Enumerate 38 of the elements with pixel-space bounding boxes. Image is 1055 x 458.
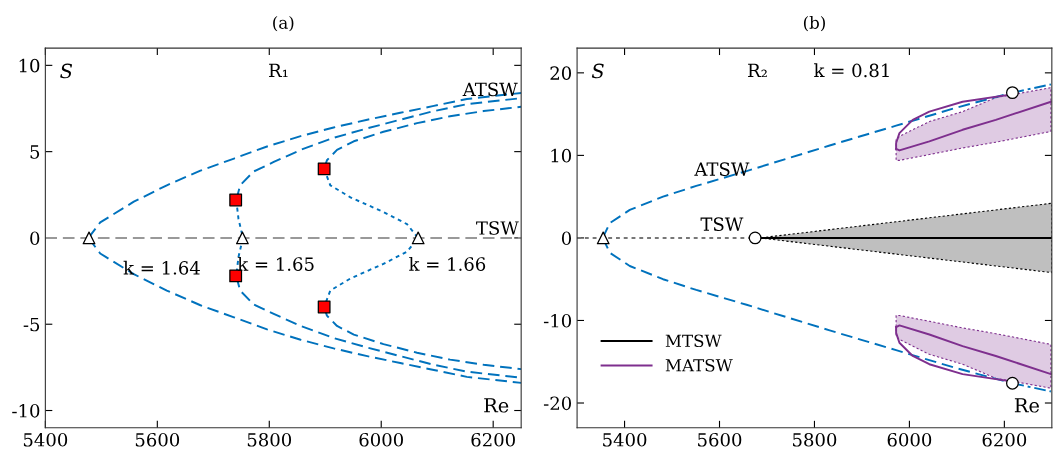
- y-tick-label: 10: [551, 148, 572, 163]
- y-tick-label: -10: [12, 403, 40, 418]
- annotation: R₂: [748, 63, 767, 78]
- x-tick-label: 6000: [887, 432, 932, 447]
- x-axis-title: Re: [1014, 398, 1039, 413]
- annotation: k = 1.64: [123, 260, 200, 275]
- legend-label: MTSW: [665, 334, 722, 348]
- x-tick-label: 6000: [359, 432, 403, 447]
- y-tick-label: -20: [543, 396, 572, 411]
- x-tick-label: 6200: [982, 432, 1027, 447]
- x-tick-label: 6200: [471, 432, 515, 447]
- annotation: TSW: [700, 217, 744, 232]
- y-tick-label: 5: [30, 145, 40, 159]
- chart-title: (a): [273, 15, 294, 32]
- y-tick-label: 0: [561, 231, 572, 246]
- x-tick-label: 5800: [247, 432, 292, 447]
- annotation: k = 1.65: [237, 256, 314, 271]
- annotation: ATSW: [694, 162, 750, 176]
- y-tick-label: -5: [23, 317, 40, 332]
- legend-label: MATSW: [665, 358, 733, 372]
- annotation: k = 1.66: [409, 256, 486, 271]
- x-tick-label: 5400: [23, 432, 68, 447]
- annotation: ATSW: [462, 82, 518, 97]
- x-tick-label: 5600: [135, 432, 180, 447]
- y-axis-title: S: [591, 63, 604, 79]
- annotation: TSW: [476, 221, 519, 235]
- annotation: k = 0.81: [814, 63, 889, 78]
- x-axis-title: Re: [484, 398, 509, 413]
- y-tick-label: 10: [19, 58, 40, 73]
- x-tick-label: 5600: [698, 432, 742, 447]
- chart-title: (b): [803, 15, 825, 32]
- x-tick-label: 5400: [603, 432, 647, 447]
- y-tick-label: -10: [543, 313, 572, 328]
- annotation: R₁: [269, 63, 288, 78]
- x-tick-label: 5800: [793, 432, 837, 447]
- y-tick-label: 0: [30, 231, 40, 246]
- y-axis-title: S: [60, 63, 73, 79]
- y-tick-label: 20: [550, 66, 572, 80]
